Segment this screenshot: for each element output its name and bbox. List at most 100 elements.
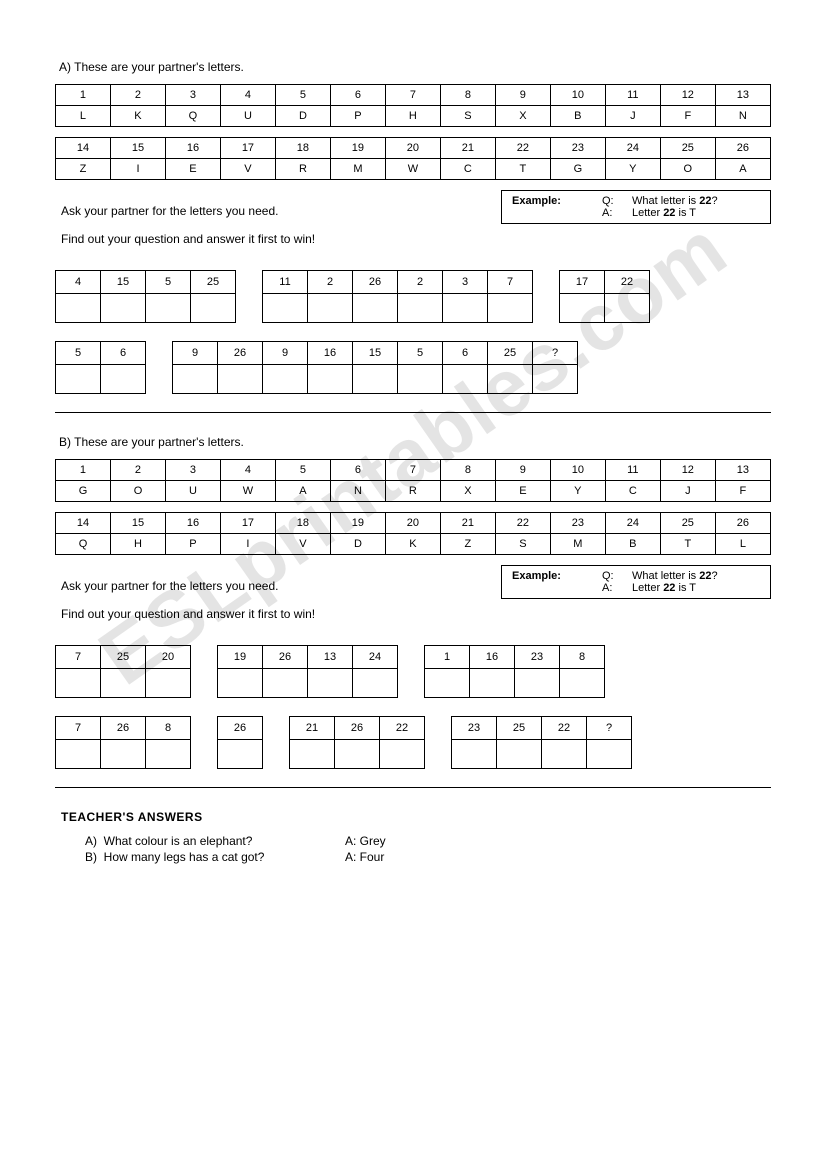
cipher-cell: U: [220, 106, 275, 127]
puzzle-num-cell: 6: [443, 342, 488, 365]
puzzle-blank-cell[interactable]: [587, 740, 632, 769]
puzzle-blank-cell[interactable]: [353, 365, 398, 394]
cipher-cell: 11: [605, 460, 660, 481]
puzzle-blank-cell[interactable]: [101, 740, 146, 769]
puzzle-blank-cell[interactable]: [56, 740, 101, 769]
puzzle-num-cell: 26: [218, 717, 263, 740]
puzzle-num-cell: 25: [191, 271, 236, 294]
puzzle-blank-cell[interactable]: [380, 740, 425, 769]
puzzle-blank-cell[interactable]: [263, 294, 308, 323]
puzzle-word: 1722: [559, 270, 650, 323]
cipher-cell: 25: [660, 513, 715, 534]
cipher-cell: 24: [605, 513, 660, 534]
cipher-cell: Y: [605, 159, 660, 180]
puzzle-num-cell: 8: [560, 646, 605, 669]
puzzle-row: 56926916155625?: [55, 341, 771, 394]
puzzle-blank-cell[interactable]: [425, 669, 470, 698]
puzzle-blank-cell[interactable]: [488, 294, 533, 323]
puzzle-blank-cell[interactable]: [263, 365, 308, 394]
puzzle-blank-cell[interactable]: [398, 294, 443, 323]
answer-row: A) What colour is an elephant?A: Grey: [85, 834, 771, 848]
cipher-cell: 3: [165, 460, 220, 481]
puzzle-blank-cell[interactable]: [443, 365, 488, 394]
puzzle-blank-cell[interactable]: [56, 669, 101, 698]
puzzle-num-cell: 26: [263, 646, 308, 669]
puzzle-blank-cell[interactable]: [488, 365, 533, 394]
puzzle-num-cell: 21: [290, 717, 335, 740]
puzzle-blank-cell[interactable]: [173, 365, 218, 394]
cipher-cell: 13: [715, 85, 770, 106]
puzzle-blank-cell[interactable]: [560, 669, 605, 698]
puzzle-blank-cell[interactable]: [146, 740, 191, 769]
puzzle-word: 11226237: [262, 270, 533, 323]
puzzle-word: 72520: [55, 645, 191, 698]
cipher-cell: 11: [605, 85, 660, 106]
cipher-cell: 15: [110, 138, 165, 159]
puzzle-blank-cell[interactable]: [290, 740, 335, 769]
puzzle-blank-cell[interactable]: [308, 294, 353, 323]
puzzle-blank-cell[interactable]: [308, 365, 353, 394]
puzzle-num-cell: 26: [335, 717, 380, 740]
separator: [55, 412, 771, 413]
puzzle-blank-cell[interactable]: [470, 669, 515, 698]
cipher-cell: I: [220, 534, 275, 555]
puzzle-blank-cell[interactable]: [218, 669, 263, 698]
puzzle-blank-cell[interactable]: [452, 740, 497, 769]
puzzle-num-cell: 9: [173, 342, 218, 365]
instr-a2: Find out your question and answer it fir…: [61, 232, 315, 246]
puzzle-blank-cell[interactable]: [56, 365, 101, 394]
cipher-cell: 9: [495, 85, 550, 106]
puzzle-num-cell: 1: [425, 646, 470, 669]
cipher-cell: 1: [56, 85, 111, 106]
puzzle-blank-cell[interactable]: [335, 740, 380, 769]
puzzle-blank-cell[interactable]: [191, 294, 236, 323]
puzzle-blank-cell[interactable]: [263, 669, 308, 698]
cipher-cell: 16: [165, 138, 220, 159]
puzzle-blank-cell[interactable]: [353, 294, 398, 323]
puzzle-word: 7268: [55, 716, 191, 769]
puzzle-word: 415525: [55, 270, 236, 323]
cipher-cell: 6: [330, 460, 385, 481]
cipher-cell: 12: [660, 460, 715, 481]
puzzle-row: 7252019261324116238: [55, 645, 771, 698]
puzzle-blank-cell[interactable]: [542, 740, 587, 769]
puzzle-word: 56: [55, 341, 146, 394]
puzzle-word: 212622: [289, 716, 425, 769]
cipher-cell: 22: [495, 513, 550, 534]
puzzle-blank-cell[interactable]: [101, 365, 146, 394]
cipher-cell: 8: [440, 460, 495, 481]
puzzle-blank-cell[interactable]: [497, 740, 542, 769]
cipher-cell: V: [275, 534, 330, 555]
puzzle-blank-cell[interactable]: [605, 294, 650, 323]
cipher-cell: G: [550, 159, 605, 180]
puzzle-blank-cell[interactable]: [353, 669, 398, 698]
puzzle-blank-cell[interactable]: [218, 740, 263, 769]
cipher-table-a2: 14151617181920212223242526ZIEVRMWCTGYOA: [55, 137, 771, 180]
puzzle-blank-cell[interactable]: [218, 365, 263, 394]
puzzle-blank-cell[interactable]: [533, 365, 578, 394]
puzzle-blank-cell[interactable]: [515, 669, 560, 698]
puzzle-blank-cell[interactable]: [443, 294, 488, 323]
puzzle-num-cell: 26: [101, 717, 146, 740]
puzzle-blank-cell[interactable]: [146, 294, 191, 323]
cipher-cell: S: [495, 534, 550, 555]
cipher-cell: 19: [330, 513, 385, 534]
answers-list: A) What colour is an elephant?A: GreyB) …: [85, 834, 771, 864]
cipher-cell: 16: [165, 513, 220, 534]
puzzle-blank-cell[interactable]: [101, 669, 146, 698]
cipher-cell: C: [605, 481, 660, 502]
puzzle-blank-cell[interactable]: [146, 669, 191, 698]
cipher-cell: E: [165, 159, 220, 180]
cipher-cell: H: [385, 106, 440, 127]
puzzle-blank-cell[interactable]: [101, 294, 146, 323]
puzzle-blank-cell[interactable]: [560, 294, 605, 323]
cipher-cell: A: [275, 481, 330, 502]
cipher-cell: P: [165, 534, 220, 555]
puzzle-blank-cell[interactable]: [56, 294, 101, 323]
puzzle-num-cell: 5: [398, 342, 443, 365]
cipher-cell: K: [385, 534, 440, 555]
cipher-cell: J: [605, 106, 660, 127]
puzzle-blank-cell[interactable]: [398, 365, 443, 394]
puzzle-blank-cell[interactable]: [308, 669, 353, 698]
puzzle-num-cell: 19: [218, 646, 263, 669]
